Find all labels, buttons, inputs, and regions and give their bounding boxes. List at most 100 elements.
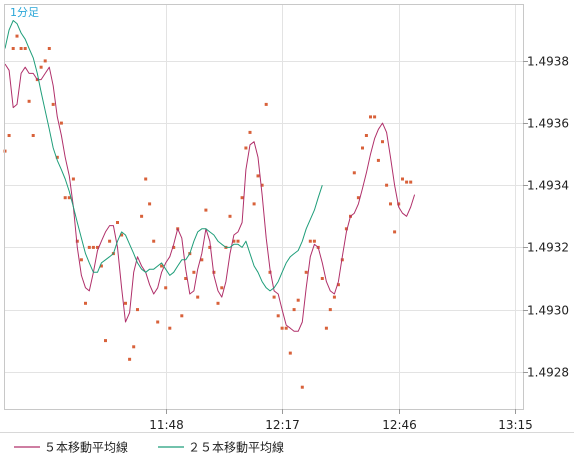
price-dot [11,47,15,50]
price-dot [128,357,132,361]
price-dot [352,171,356,175]
price-dot [120,233,124,237]
price-dot [268,270,272,274]
price-dot [248,130,252,134]
price-dot [71,177,75,181]
price-dot [216,301,220,305]
price-dot [99,264,103,268]
y-tick-label: 1.4928 [527,366,569,380]
price-dot [31,134,35,137]
price-dot [96,245,99,249]
price-dot [228,214,232,218]
y-tick-label: 1.4930 [527,304,569,318]
price-dot [292,308,296,312]
price-dot [79,258,83,262]
x-tick-label: 11:48 [149,418,184,432]
price-dot [192,270,196,274]
price-dot [296,298,300,302]
price-dot [272,295,276,299]
price-dot [312,239,316,243]
series-line-ma25 [4,20,323,292]
price-dot [256,174,260,178]
price-dot [43,59,47,63]
price-dot [385,183,389,187]
price-dot [288,351,292,355]
price-dot [91,245,95,249]
price-dot [15,34,19,38]
price-dot [264,102,268,106]
price-dot [389,202,392,206]
price-dot [27,99,31,103]
price-dot [276,314,280,318]
price-dot [200,258,204,262]
price-dot [361,146,364,150]
price-dot [344,227,348,231]
price-dot [260,183,264,187]
gridlines [5,5,523,409]
price-dot [196,295,200,299]
price-dot [148,202,152,206]
price-dot [160,264,164,268]
price-dot [39,65,43,69]
legend: ５本移動平均線 ２５本移動平均線 [14,440,284,455]
price-dot [208,245,212,249]
price-dot [397,202,401,206]
price-dot [51,102,55,106]
y-tick-label: 1.4938 [527,55,569,69]
price-dot [364,134,368,137]
price-dot [328,308,332,312]
price-dot [23,47,27,50]
price-dot [376,158,380,162]
price-dot [300,385,304,389]
price-dot [172,245,176,249]
price-dot [184,277,188,280]
price-dot [136,308,139,312]
price-dot [55,155,59,159]
legend-label-ma25: ２５本移動平均線 [188,440,284,455]
price-dot [140,214,144,218]
x-tick-label: 13:15 [498,418,533,432]
price-dot [381,140,384,144]
price-dot [280,326,284,330]
legend-label-ma5: ５本移動平均線 [44,440,128,455]
price-dot [373,115,377,119]
price-dot [336,283,340,287]
price-dot [240,196,244,200]
price-dot [304,270,308,274]
price-dot [19,47,23,50]
price-dot [401,177,404,181]
price-dot [144,177,148,181]
price-dot [284,326,288,330]
price-dot [356,196,360,200]
price-dot [320,277,324,280]
price-dot [75,239,79,243]
y-axis-ticks: 1.4928 1.4930 1.4932 1.4934 1.4936 1.4938 [523,55,569,380]
x-axis-ticks: 11:48 12:17 12:46 13:15 [149,409,533,432]
price-dot [63,196,67,200]
plot-frame [4,4,524,410]
price-dot [7,134,11,137]
price-dot [47,47,51,50]
price-dot [220,286,224,290]
price-dot [409,180,413,184]
y-tick-label: 1.4936 [527,117,569,131]
price-dot [104,339,107,343]
price-dot [204,208,208,212]
price-dot [67,196,71,200]
x-tick-label: 12:46 [382,418,417,432]
price-dot [124,301,127,305]
price-dot [87,245,91,249]
price-dot [156,320,160,324]
price-dot [236,239,240,243]
price-dot [164,286,168,290]
price-dot [332,295,336,299]
price-dot [252,202,256,206]
price-dot [132,345,136,349]
price-dot [393,230,397,234]
price-dot [116,221,119,224]
price-dot [152,239,156,243]
y-tick-label: 1.4932 [527,241,569,255]
price-dot [59,121,63,125]
